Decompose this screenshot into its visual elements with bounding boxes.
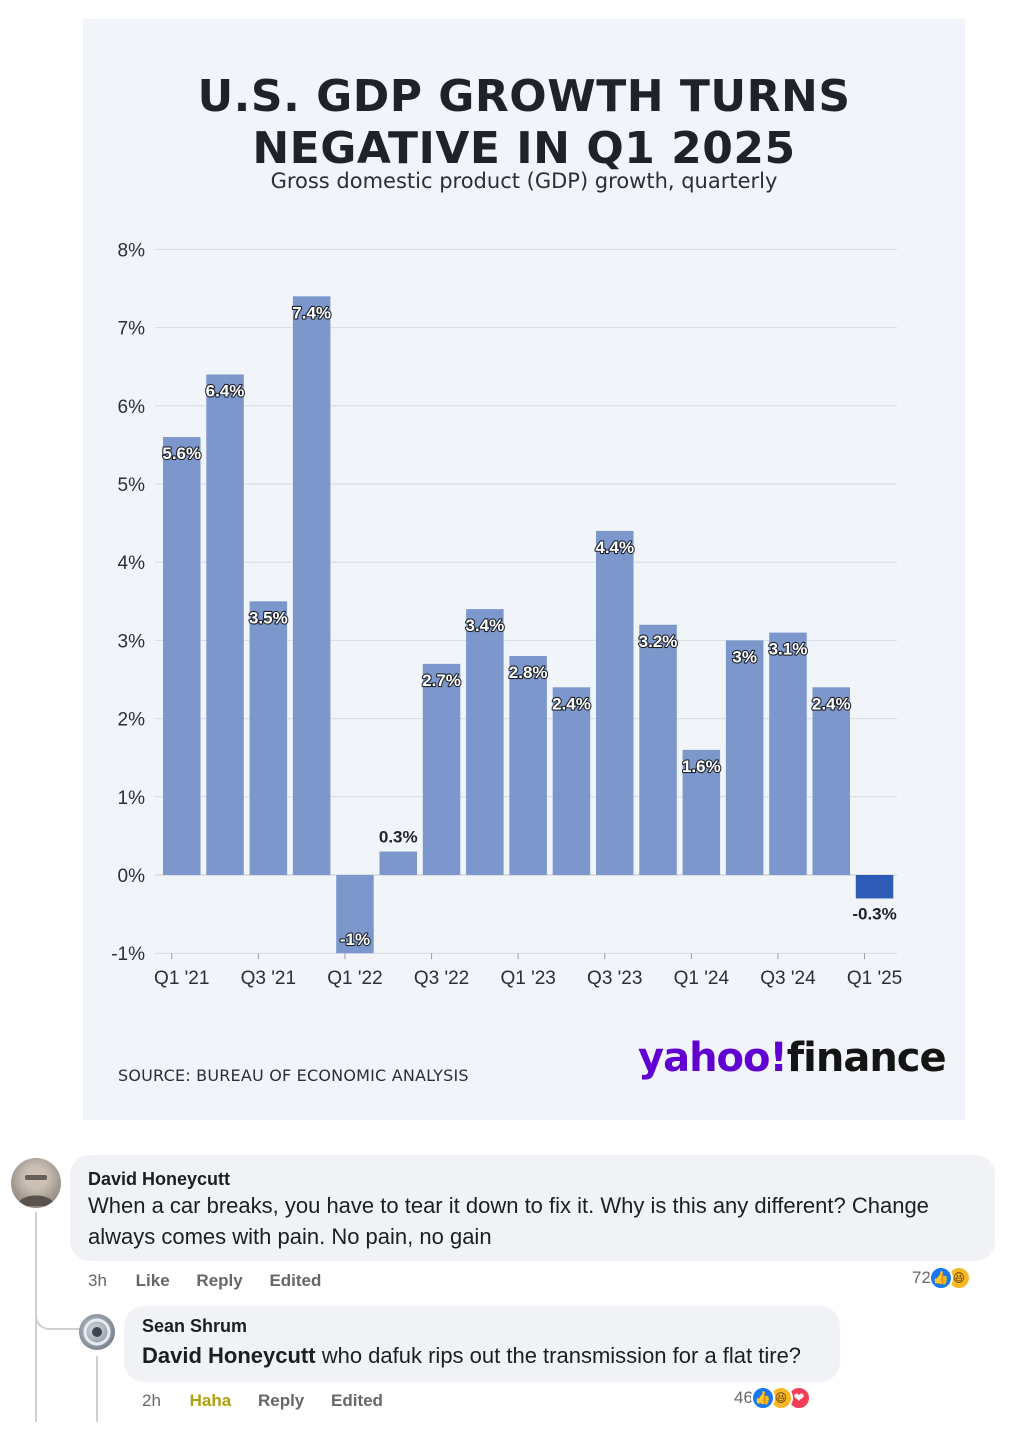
- bar: [163, 437, 201, 875]
- bar-data-label: -1%: [340, 930, 370, 949]
- yahoo-finance-logo: yahoo!finance: [638, 1035, 947, 1081]
- comment-text: When a car breaks, you have to tear it d…: [88, 1193, 929, 1249]
- chart-title-line-2: NEGATIVE IN Q1 2025: [252, 123, 796, 174]
- haha-reaction-button[interactable]: Haha: [189, 1391, 232, 1410]
- x-tick-label: Q1 '22: [327, 968, 382, 989]
- user-photo-icon: [83, 1318, 111, 1346]
- bar-data-label: 3.2%: [639, 632, 678, 651]
- bar: [596, 530, 634, 875]
- chart-source: SOURCE: BUREAU OF ECONOMIC ANALYSIS: [118, 1066, 469, 1085]
- user-photo-icon: [17, 1167, 55, 1206]
- like-button[interactable]: Like: [135, 1271, 170, 1290]
- y-tick-label: -1%: [111, 944, 145, 965]
- comment-bubble: David Honeycutt When a car breaks, you h…: [70, 1155, 995, 1261]
- y-tick-label: 1%: [118, 788, 146, 809]
- bar: [682, 749, 721, 875]
- bar-data-label: 3.4%: [465, 616, 504, 635]
- y-tick-label: 2%: [118, 710, 146, 731]
- reply-text: who dafuk rips out the transmission for …: [315, 1343, 802, 1368]
- x-tick-label: Q1 '23: [500, 968, 555, 989]
- y-tick-label: 8%: [118, 240, 146, 261]
- bar-data-label: 3.5%: [249, 608, 288, 627]
- bar: [249, 601, 288, 875]
- mention-link[interactable]: David Honeycutt: [142, 1343, 316, 1368]
- bar-data-label: 4.4%: [595, 538, 634, 557]
- bar: [552, 687, 591, 875]
- avatar[interactable]: [79, 1314, 115, 1350]
- reaction-count: 46: [734, 1388, 753, 1407]
- bar-chart: 8% 7% 6% 5% 4% 3% 2% 1% 0% -1% 5.6% 6.4% 3.5% 7.4% -1%…: [111, 240, 902, 989]
- comment-timestamp[interactable]: 3h: [88, 1271, 107, 1290]
- chart-title-line-1: U.S. GDP GROWTH TURNS: [197, 71, 851, 122]
- x-tick-label: Q3 '23: [587, 968, 642, 989]
- bar-data-label: 2.8%: [509, 663, 548, 682]
- like-icon: 👍: [750, 1386, 775, 1410]
- bar: [812, 687, 850, 875]
- bar-data-label: 3.1%: [769, 640, 808, 659]
- edited-label[interactable]: Edited: [331, 1391, 383, 1410]
- reply-connector: [35, 1298, 80, 1330]
- comment-text: David Honeycutt who dafuk rips out the t…: [142, 1340, 801, 1371]
- y-tick-label: 7%: [118, 319, 146, 340]
- comment-actions: 3h Like Reply Edited: [88, 1271, 343, 1291]
- chart-subtitle: Gross domestic product (GDP) growth, qua…: [270, 169, 778, 193]
- x-tick-label: Q3 '22: [414, 968, 469, 989]
- x-tick-label: Q1 '25: [847, 968, 902, 989]
- bar: [725, 640, 764, 875]
- x-tick-label: Q3 '21: [241, 968, 296, 989]
- reply-button[interactable]: Reply: [257, 1391, 305, 1410]
- bar: [855, 875, 894, 899]
- chart-card: U.S. GDP GROWTH TURNS NEGATIVE IN Q1 202…: [83, 19, 965, 1120]
- bar-data-label: 2.4%: [812, 694, 851, 713]
- x-tick-label: Q3 '24: [760, 968, 816, 989]
- bar: [466, 609, 504, 875]
- x-tick-label: Q1 '21: [154, 968, 209, 989]
- bar-data-label: 0.3%: [379, 828, 418, 847]
- bar: [292, 296, 331, 875]
- bar: [206, 374, 244, 875]
- bar-data-label: 2.4%: [552, 694, 591, 713]
- avatar[interactable]: [11, 1158, 61, 1208]
- bar: [639, 624, 677, 875]
- reaction-summary[interactable]: 72 👍 😆: [912, 1266, 971, 1290]
- reaction-count: 72: [912, 1268, 931, 1287]
- bar-data-label: -0.3%: [852, 904, 896, 923]
- bar-data-label: 6.4%: [206, 382, 245, 401]
- reply-bubble: Sean Shrum David Honeycutt who dafuk rip…: [124, 1306, 840, 1382]
- reply-thread-connector: [96, 1356, 98, 1422]
- bar-data-label: 3%: [732, 647, 757, 666]
- chart-title: U.S. GDP GROWTH TURNS NEGATIVE IN Q1 202…: [83, 71, 965, 175]
- y-tick-label: 0%: [118, 866, 146, 887]
- logo-finance-part: finance: [786, 1035, 947, 1081]
- like-icon: 👍: [928, 1266, 953, 1290]
- y-tick-label: 5%: [118, 475, 146, 496]
- comment-author[interactable]: David Honeycutt: [88, 1169, 231, 1189]
- x-tick-label: Q1 '24: [674, 968, 730, 989]
- y-tick-label: 4%: [118, 553, 146, 574]
- bar-data-label: 1.6%: [682, 757, 721, 776]
- bar: [379, 851, 417, 875]
- bar-data-label: 2.7%: [422, 671, 461, 690]
- reaction-summary[interactable]: 46 👍 😆 ❤: [734, 1386, 811, 1410]
- y-tick-label: 3%: [118, 631, 146, 652]
- edited-label[interactable]: Edited: [269, 1271, 322, 1290]
- bar-data-label: 5.6%: [162, 444, 201, 463]
- comment-actions: 2h Haha Reply Edited: [142, 1391, 405, 1411]
- bar: [336, 875, 374, 954]
- comment-author[interactable]: Sean Shrum: [142, 1316, 248, 1336]
- bar: [509, 656, 547, 875]
- y-tick-label: 6%: [118, 397, 146, 418]
- comment-timestamp[interactable]: 2h: [142, 1391, 161, 1410]
- bar: [422, 663, 461, 875]
- bar: [769, 632, 807, 875]
- logo-yahoo-part: yahoo!: [638, 1035, 788, 1081]
- bar-data-label: 7.4%: [292, 303, 331, 322]
- reply-button[interactable]: Reply: [196, 1271, 243, 1290]
